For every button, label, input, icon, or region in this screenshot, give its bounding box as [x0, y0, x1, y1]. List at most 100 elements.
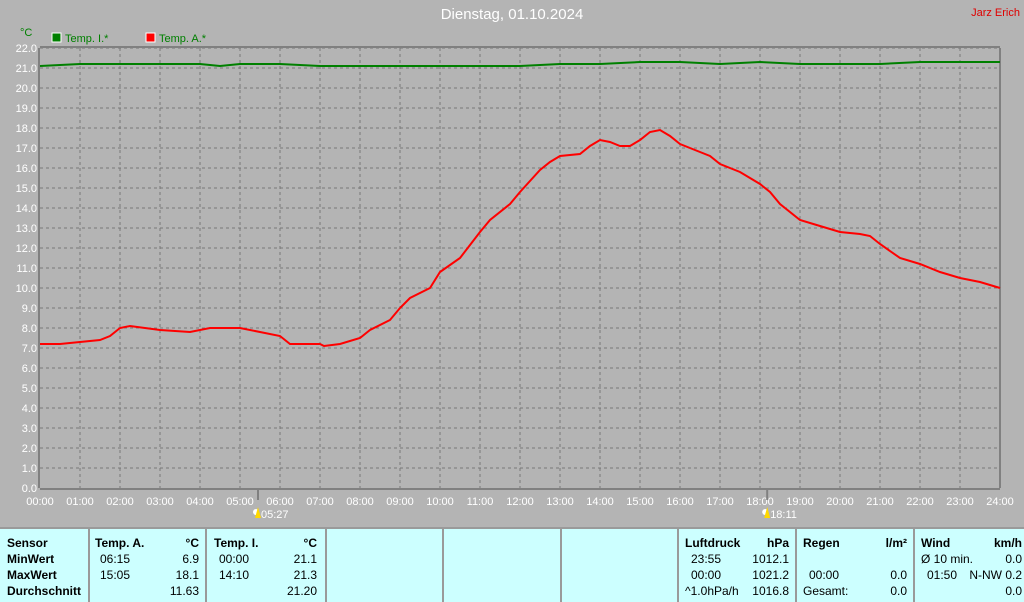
y-tick-label: 11.0	[16, 263, 37, 275]
pressure-unit: hPa	[766, 536, 789, 550]
y-tick-label: 6.0	[22, 363, 37, 375]
x-tick-label: 23:00	[946, 496, 974, 508]
wind-extra: 0.0	[1005, 584, 1022, 598]
temp-i-unit: °C	[303, 536, 317, 550]
x-tick-label: 21:00	[866, 496, 894, 508]
temp-i-min: 21.1	[293, 552, 317, 566]
x-tick-label: 13:00	[546, 496, 574, 508]
x-tick-label: 04:00	[186, 496, 214, 508]
pressure-min-time: 23:55	[691, 552, 722, 566]
x-tick-label: 15:00	[626, 496, 654, 508]
rain-header: Regen	[803, 536, 840, 550]
y-tick-label: 15.0	[16, 183, 37, 195]
wind-max-time: 01:50	[927, 568, 958, 582]
rain-total-label: Gesamt:	[803, 584, 849, 598]
series-line-temp-a	[40, 128, 1001, 348]
author-label: Jarz Erich	[971, 7, 1020, 19]
legend-label: Temp. I.*	[65, 33, 109, 45]
empty-column	[560, 529, 677, 602]
rain-unit: l/m²	[885, 536, 907, 550]
pressure-header: Luftdruck	[685, 536, 741, 550]
temp-a-avg: 11.63	[169, 584, 199, 598]
temp-a-column: Temp. A. °C 06:15 6.9 15:05 18.1 11.63	[88, 529, 205, 602]
y-tick-label: 21.0	[16, 63, 37, 75]
y-tick-label: 17.0	[16, 143, 37, 155]
y-tick-label: 19.0	[16, 103, 37, 115]
x-tick-label: 12:00	[506, 496, 534, 508]
wind-column: Wind km/h Ø 10 min. 0.0 01:50 N-NW 0.2 0…	[913, 529, 1024, 602]
sunset-arrow-icon	[764, 507, 771, 518]
sunrise-time-label: 05:27	[261, 509, 289, 521]
y-tick-label: 0.0	[22, 483, 37, 495]
x-tick-label: 11:00	[467, 496, 494, 508]
x-tick-label: 08:00	[346, 496, 374, 508]
x-tick-label: 10:00	[426, 496, 454, 508]
x-tick-label: 14:00	[586, 496, 614, 508]
x-tick-label: 05:00	[226, 496, 254, 508]
chart-title: Dienstag, 01.10.2024	[440, 6, 584, 23]
y-tick-label: 7.0	[22, 343, 37, 355]
x-tick-label: 16:00	[666, 496, 694, 508]
y-tick-label: 13.0	[16, 223, 37, 235]
y-tick-label: 12.0	[16, 243, 37, 255]
pressure-trend: ^1.0hPa/h	[685, 584, 739, 598]
x-tick-label: 07:00	[306, 496, 334, 508]
pressure-max-time: 00:00	[691, 568, 722, 582]
sunset-time-label: 18:11	[770, 509, 797, 521]
x-tick-label: 06:00	[266, 496, 294, 508]
temp-i-min-time: 00:00	[219, 552, 250, 566]
rain-max-time: 00:00	[809, 568, 840, 582]
wind-unit: km/h	[993, 536, 1022, 550]
x-tick-label: 24:00	[986, 496, 1014, 508]
y-tick-label: 5.0	[22, 383, 37, 395]
y-tick-label: 4.0	[22, 403, 37, 415]
temp-a-min: 6.9	[182, 552, 199, 566]
x-tick-label: 02:00	[106, 496, 134, 508]
y-tick-label: 18.0	[16, 123, 37, 135]
sunrise-arrow-icon	[255, 507, 261, 518]
y-tick-label: 8.0	[22, 323, 37, 335]
temperature-chart: 0.0 1.0 2.0 3.0 4.0 5.0 6.0 7.0 8.0 9.0 10.0 11.0 12…	[16, 27, 1014, 521]
temp-i-max: 21.3	[293, 568, 317, 582]
wind-avg: 0.0	[1005, 552, 1022, 566]
pressure-avg: 1016.8	[752, 584, 789, 598]
temp-i-header: Temp. I.	[214, 536, 259, 550]
legend-swatch	[51, 32, 62, 43]
y-tick-label: 20.0	[16, 83, 37, 95]
x-tick-label: 20:00	[826, 496, 854, 508]
y-tick-label: 3.0	[22, 423, 37, 435]
pressure-min: 1012.1	[752, 552, 789, 566]
x-tick-label: 00:00	[26, 496, 54, 508]
empty-column	[442, 529, 560, 602]
row-label-max: MaxWert	[7, 568, 57, 582]
temp-i-max-time: 14:10	[219, 568, 250, 582]
y-tick-label: 2.0	[22, 443, 37, 455]
temp-a-min-time: 06:15	[100, 552, 131, 566]
temp-i-column: Temp. I. °C 00:00 21.1 14:10 21.3 21.20	[205, 529, 325, 602]
legend-label: Temp. A.*	[159, 33, 207, 45]
empty-column	[325, 529, 442, 602]
temp-a-unit: °C	[185, 536, 199, 550]
sensor-header: Sensor	[7, 536, 48, 550]
y-tick-label: 22.0	[16, 43, 37, 55]
temp-i-avg: 21.20	[286, 584, 317, 598]
pressure-column: Luftdruck hPa 23:55 1012.1 00:00 1021.2 …	[677, 529, 795, 602]
temp-a-max-time: 15:05	[100, 568, 131, 582]
y-tick-label: 14.0	[16, 203, 37, 215]
x-tick-label: 18:00	[746, 496, 774, 508]
pressure-max: 1021.2	[752, 568, 789, 582]
x-tick-label: 22:00	[906, 496, 934, 508]
row-label-avg: Durchschnitt	[7, 584, 82, 598]
y-tick-label: 16.0	[16, 163, 37, 175]
wind-header: Wind	[921, 536, 951, 550]
y-tick-label: 10.0	[16, 283, 37, 295]
x-tick-label: 17:00	[706, 496, 734, 508]
x-tick-label: 09:00	[386, 496, 414, 508]
y-tick-label: 1.0	[22, 463, 37, 475]
temp-a-header: Temp. A.	[95, 536, 145, 550]
wind-avg-label: Ø 10 min.	[921, 552, 974, 566]
rain-column: Regen l/m² 00:00 0.0 Gesamt: 0.0	[795, 529, 913, 602]
y-tick-label: 9.0	[22, 303, 37, 315]
x-tick-label: 03:00	[146, 496, 174, 508]
y-axis-unit: °C	[20, 27, 32, 39]
